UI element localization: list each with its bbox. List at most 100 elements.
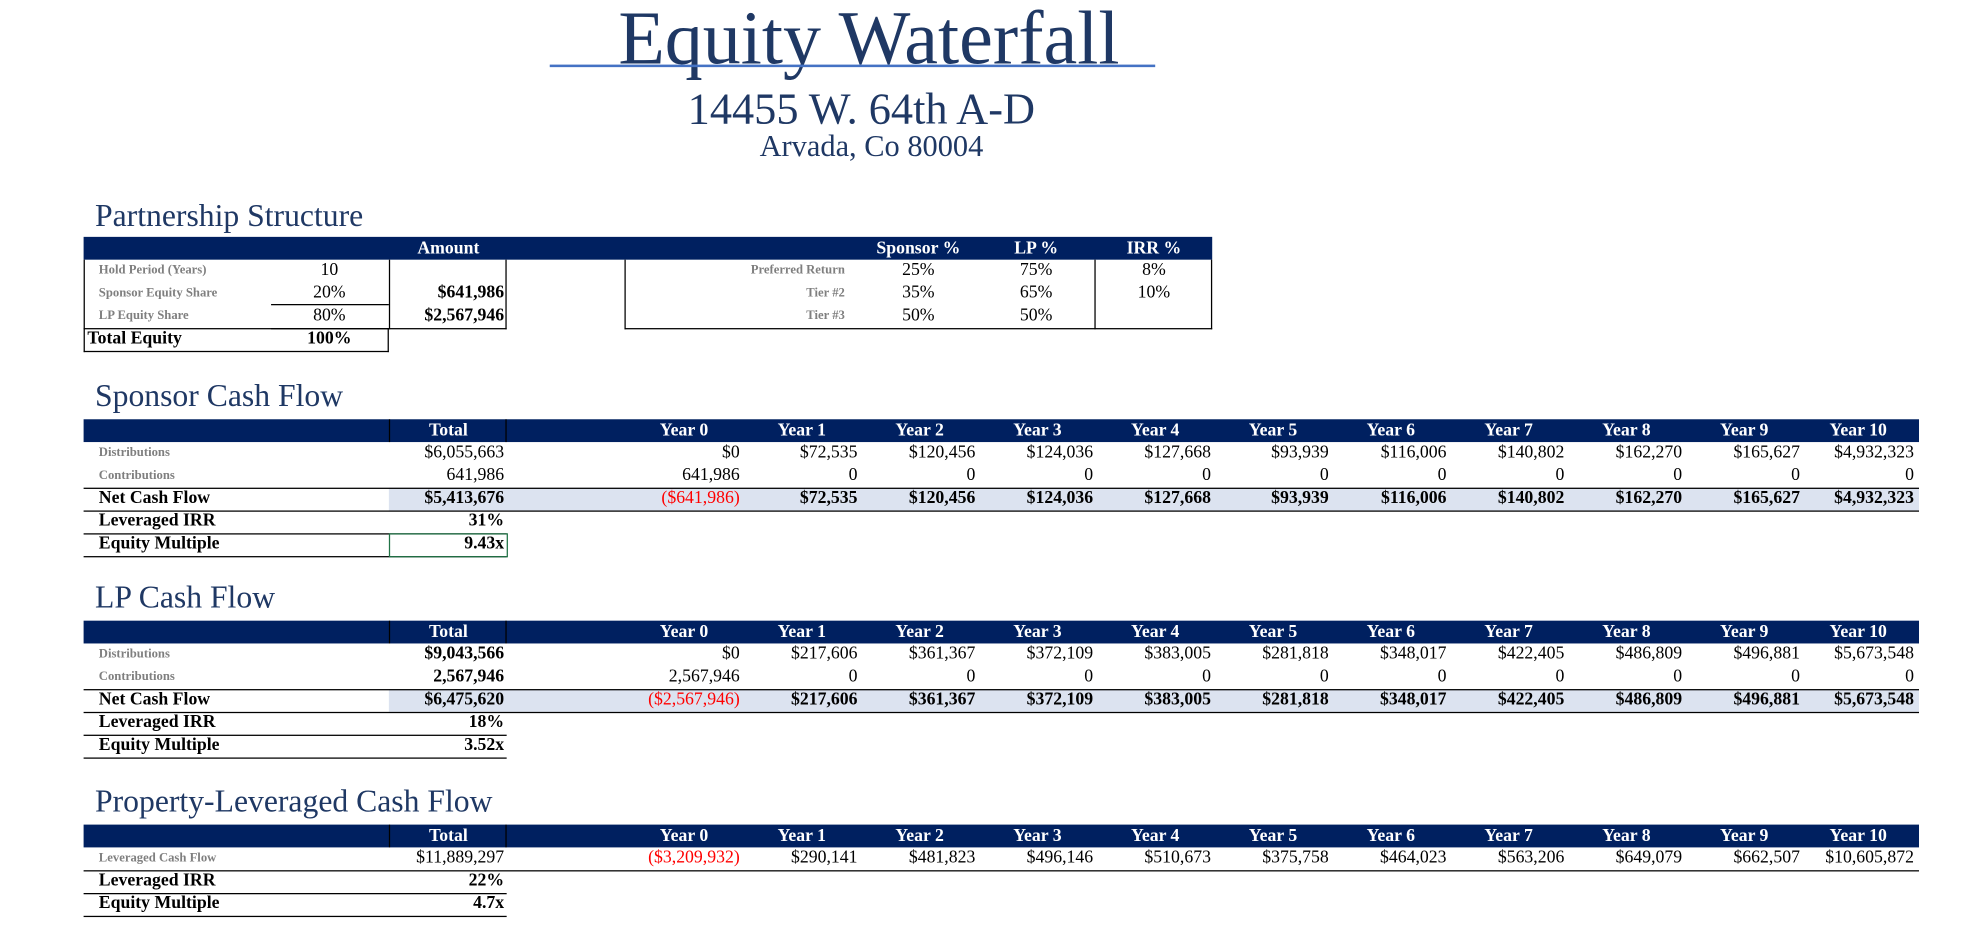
column-header: Year 0 [659,827,709,847]
column-header: Amount [417,239,480,259]
tier-value: 50% [902,306,935,326]
year-value: $124,036 [1026,443,1094,463]
column-header: Year 2 [895,827,944,847]
row-rule [83,556,507,558]
year-value: $563,206 [1497,848,1565,868]
column-header: Year 8 [1602,421,1651,441]
tier-value: 75% [1019,260,1053,280]
title-underline [549,64,1156,68]
address: 14455 W. 64th A-D [687,84,1035,134]
year-value: 641,986 [682,466,740,486]
metric-value: 22% [468,871,505,891]
column-header: Year 6 [1366,421,1416,441]
year-value: $481,823 [908,848,976,868]
column-header: Year 6 [1366,827,1416,847]
year-value: $281,818 [1262,644,1329,664]
column-header: Year 3 [1013,421,1062,441]
year-value: 0 [1791,466,1800,486]
year-value: 0 [1437,667,1447,687]
year-value: ($3,209,932) [648,848,740,868]
row-rule [83,915,507,918]
year-value: $127,668 [1144,488,1211,508]
year-value: $93,939 [1271,488,1329,508]
year-value: $510,673 [1144,848,1211,868]
tier-value: 10% [1137,283,1171,303]
column-header: Sponsor % [876,239,961,259]
year-value: 0 [1555,667,1565,687]
metric-value: 9.43x [464,534,505,554]
year-value: $4,932,323 [1834,488,1914,508]
column-header: Year 3 [1013,827,1062,847]
total-value: $5,413,676 [424,488,505,508]
row-label: LP Equity Share [98,309,189,324]
net-row-background [388,487,1920,511]
row-rule [83,510,1920,512]
year-value: $496,881 [1733,644,1800,664]
section-title: Partnership Structure [95,199,364,234]
column-header: Year 1 [777,827,827,847]
row-amount: $2,567,946 [424,306,505,326]
column-header: Year 0 [659,421,709,441]
total-header-border [388,620,507,644]
row-rule [83,870,1920,872]
row-label: Net Cash Flow [98,690,211,710]
year-value: 0 [966,466,976,486]
year-value: $4,932,323 [1834,443,1914,463]
year-value: ($641,986) [661,488,740,508]
year-value: $120,456 [908,443,976,463]
row-label: Distributions [98,445,170,460]
column-header: Year 7 [1484,623,1533,643]
year-value: $0 [722,644,740,664]
column-header: Year 9 [1719,623,1769,643]
header-bar [83,419,1920,443]
year-value: $422,405 [1497,644,1565,664]
year-value: 0 [1437,466,1447,486]
tier-label: Preferred Return [750,263,845,278]
total-header-border [388,419,507,443]
column-header: LP % [1014,239,1059,259]
year-value: $0 [722,443,740,463]
city: Arvada, Co 80004 [759,130,984,164]
row-value: 20% [313,283,346,303]
row-label: Hold Period (Years) [98,263,207,278]
column-header: Total [429,623,468,643]
row-label: Contributions [98,670,175,685]
row-value: 80% [313,306,346,326]
row-rule [83,734,507,736]
tier-value: 50% [1019,306,1053,326]
year-value: $383,005 [1144,644,1211,664]
column-header: Year 10 [1829,623,1887,643]
page-title: Equity Waterfall [618,0,1120,80]
row-amount: $641,986 [437,283,505,303]
year-value: $383,005 [1144,690,1211,710]
year-value: $662,507 [1733,848,1800,868]
row-rule [83,689,1920,691]
year-value: 0 [1791,667,1800,687]
year-value: 2,567,946 [668,667,740,687]
year-value: $140,802 [1497,443,1565,463]
tier-value: 25% [902,260,935,280]
header-bar [83,824,1920,848]
total-value: $6,475,620 [424,690,505,710]
year-value: $162,270 [1615,443,1683,463]
year-value: $127,668 [1144,443,1211,463]
column-header: Year 4 [1130,421,1180,441]
column-header: Year 9 [1719,421,1769,441]
year-value: $496,881 [1733,690,1800,710]
column-header: Year 8 [1602,623,1651,643]
column-header: Total [429,827,468,847]
column-header: Year 7 [1484,421,1533,441]
year-value: $422,405 [1497,690,1565,710]
year-value: 0 [848,667,858,687]
year-value: $372,109 [1026,690,1094,710]
total-row-border [83,328,389,353]
year-value: 0 [848,466,858,486]
year-value: 0 [1084,466,1094,486]
year-value: $496,146 [1026,848,1094,868]
year-value: 0 [1905,667,1914,687]
year-value: 0 [966,667,976,687]
column-header: Year 3 [1013,623,1062,643]
year-value: 0 [1673,466,1683,486]
column-header: Year 9 [1719,827,1769,847]
